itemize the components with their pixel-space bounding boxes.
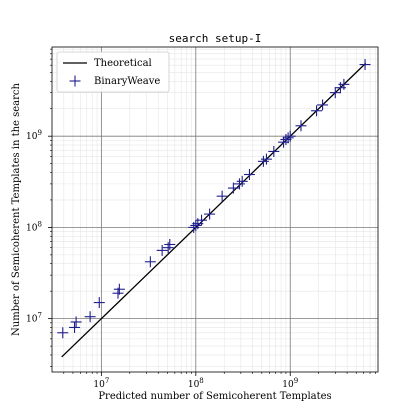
binaryweave-point [216, 190, 228, 202]
binaryweave-point [113, 283, 125, 295]
x-tick-label: 107 [93, 377, 109, 390]
binaryweave-point [329, 87, 341, 99]
theoretical-line [61, 62, 367, 358]
binaryweave-point [233, 178, 245, 190]
y-tick-label: 107 [26, 312, 42, 325]
axis-ticks [48, 48, 376, 376]
binaryweave-point [311, 105, 323, 117]
legend-box [56, 51, 170, 93]
legend-binaryweave-label: BinaryWeave [94, 76, 160, 87]
binaryweave-point [144, 256, 156, 268]
x-tick-label: 109 [282, 377, 298, 390]
binaryweave-point [227, 182, 239, 194]
binaryweave-point [164, 238, 176, 250]
legend: Theoretical BinaryWeave [56, 51, 170, 93]
legend-binaryweave-plus-marker [69, 75, 81, 87]
y-axis-label: Number of Semicoherent Templates in the … [11, 82, 22, 335]
binaryweave-point [190, 219, 202, 231]
binaryweave-point [69, 321, 81, 333]
binaryweave-point [257, 155, 269, 167]
binaryweave-point [156, 244, 168, 256]
binaryweave-point [359, 59, 371, 71]
binaryweave-point [282, 132, 294, 144]
x-axis-label: Predicted number of Semicoherent Templat… [98, 391, 331, 402]
x-tick-label: 108 [188, 377, 204, 390]
binaryweave-point [260, 153, 272, 165]
minor-grid [52, 47, 378, 372]
binaryweave-point [57, 327, 69, 339]
binaryweave-point [243, 169, 255, 181]
binaryweave-point [84, 311, 96, 323]
binaryweave-point [204, 208, 216, 220]
binaryweave-point [295, 120, 307, 132]
plot-frame [51, 46, 379, 373]
legend-theoretical-label: Theoretical [94, 58, 152, 69]
binaryweave-point [317, 99, 329, 111]
binaryweave-point [236, 175, 248, 187]
y-tick-label: 109 [26, 129, 42, 142]
y-tick-label: 108 [26, 220, 42, 233]
chart-title: search setup-I [169, 32, 262, 45]
binaryweave-point [338, 78, 350, 90]
binaryweave-point [196, 214, 208, 226]
major-grid [52, 47, 378, 372]
binaryweave-point [93, 297, 105, 309]
binaryweave-point [268, 145, 280, 157]
binaryweave-point [278, 136, 290, 148]
binaryweave-point [162, 242, 174, 254]
binaryweave-point [284, 130, 296, 142]
binaryweave-point [70, 316, 82, 328]
binaryweave-points-layer [57, 59, 371, 339]
theoretical-line-layer [61, 62, 367, 358]
